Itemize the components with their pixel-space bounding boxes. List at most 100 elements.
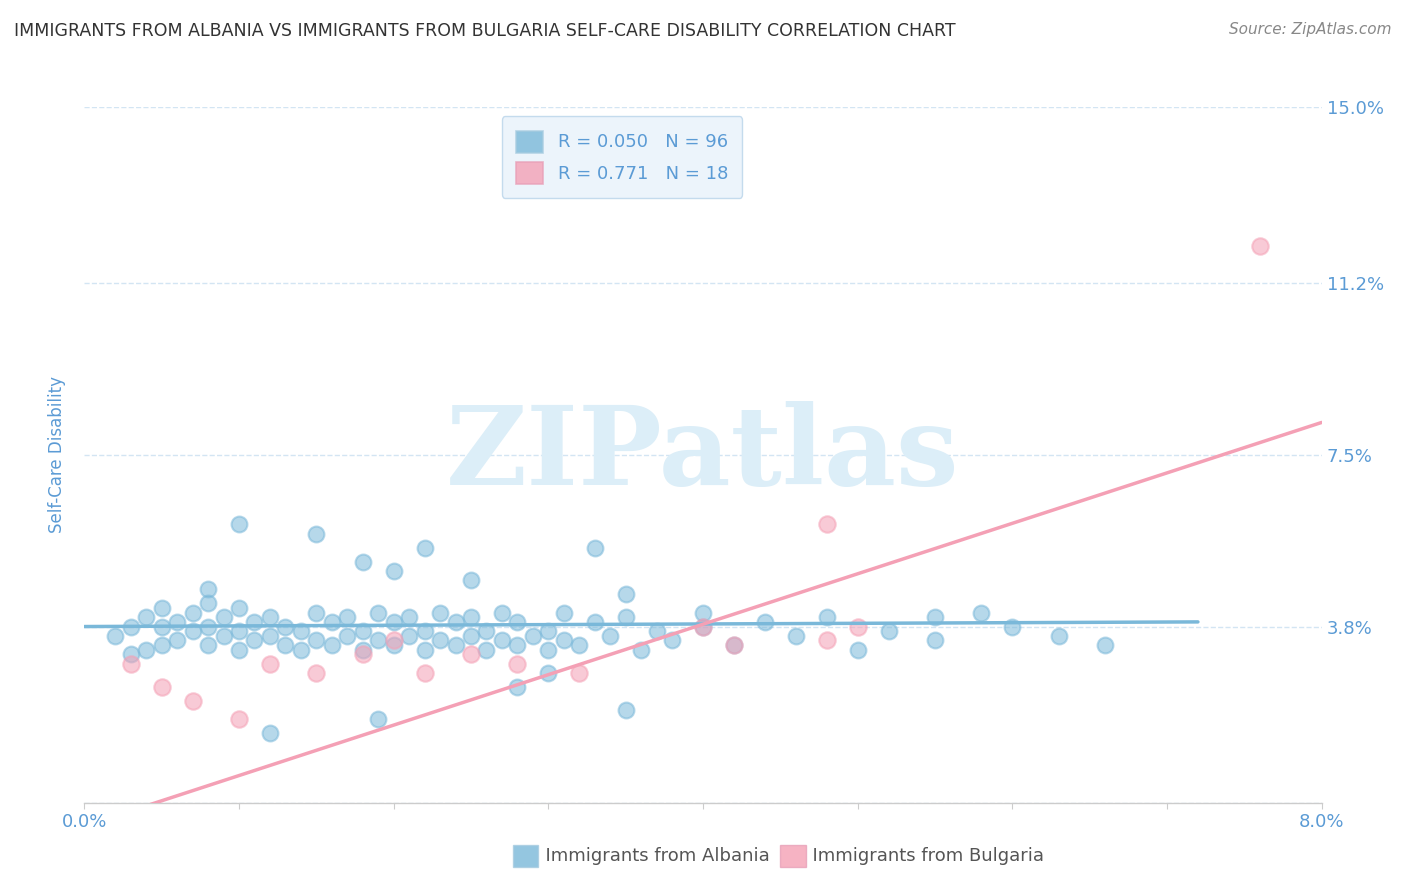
Point — [166, 633, 188, 648]
Point — [413, 624, 436, 639]
Point — [491, 606, 513, 620]
Point — [475, 642, 498, 657]
Point — [228, 517, 250, 532]
Point — [1001, 619, 1024, 633]
Point — [583, 615, 606, 629]
Point — [181, 694, 204, 708]
Text: Immigrants from Bulgaria: Immigrants from Bulgaria — [801, 847, 1045, 865]
Point — [475, 624, 498, 639]
Point — [197, 638, 219, 652]
Point — [150, 680, 173, 694]
Point — [150, 638, 173, 652]
Point — [197, 596, 219, 610]
Point — [135, 610, 157, 624]
Point — [815, 610, 838, 624]
Point — [259, 657, 281, 671]
Point — [305, 665, 328, 680]
Point — [553, 633, 575, 648]
Point — [614, 703, 637, 717]
FancyBboxPatch shape — [780, 845, 806, 867]
Point — [568, 638, 591, 652]
Point — [924, 610, 946, 624]
Point — [305, 526, 328, 541]
Point — [970, 606, 993, 620]
Point — [537, 642, 560, 657]
Legend: R = 0.050   N = 96, R = 0.771   N = 18: R = 0.050 N = 96, R = 0.771 N = 18 — [502, 116, 742, 198]
Point — [1249, 239, 1271, 253]
Point — [120, 657, 142, 671]
Point — [290, 642, 312, 657]
Point — [522, 629, 544, 643]
Point — [336, 629, 359, 643]
Point — [754, 615, 776, 629]
Point — [444, 638, 467, 652]
Point — [692, 619, 714, 633]
Point — [506, 638, 529, 652]
Text: Source: ZipAtlas.com: Source: ZipAtlas.com — [1229, 22, 1392, 37]
Point — [352, 555, 374, 569]
Point — [491, 633, 513, 648]
Point — [429, 633, 451, 648]
Point — [444, 615, 467, 629]
Point — [150, 601, 173, 615]
Point — [413, 642, 436, 657]
Point — [460, 629, 482, 643]
Text: ZIPatlas: ZIPatlas — [446, 401, 960, 508]
Point — [630, 642, 652, 657]
Point — [398, 629, 420, 643]
Point — [692, 606, 714, 620]
Point — [460, 648, 482, 662]
Point — [614, 610, 637, 624]
Point — [305, 633, 328, 648]
Point — [120, 648, 142, 662]
Point — [583, 541, 606, 555]
Point — [228, 601, 250, 615]
Point — [321, 638, 343, 652]
Point — [506, 680, 529, 694]
Point — [815, 517, 838, 532]
Point — [104, 629, 127, 643]
Point — [846, 619, 869, 633]
Point — [506, 615, 529, 629]
Point — [352, 642, 374, 657]
Point — [352, 648, 374, 662]
Point — [120, 619, 142, 633]
Point — [228, 642, 250, 657]
Point — [259, 610, 281, 624]
Point — [723, 638, 745, 652]
Point — [382, 638, 405, 652]
FancyBboxPatch shape — [513, 845, 538, 867]
Point — [382, 564, 405, 578]
Point — [274, 638, 297, 652]
Point — [645, 624, 668, 639]
Point — [367, 712, 389, 726]
Point — [553, 606, 575, 620]
Point — [537, 624, 560, 639]
Point — [924, 633, 946, 648]
Text: Immigrants from Albania: Immigrants from Albania — [534, 847, 770, 865]
Point — [460, 573, 482, 587]
Point — [429, 606, 451, 620]
Point — [568, 665, 591, 680]
Point — [228, 624, 250, 639]
Point — [290, 624, 312, 639]
Point — [815, 633, 838, 648]
Point — [212, 629, 235, 643]
Point — [166, 615, 188, 629]
Point — [197, 582, 219, 597]
Point — [367, 606, 389, 620]
Point — [321, 615, 343, 629]
Point — [785, 629, 807, 643]
Point — [197, 619, 219, 633]
Point — [382, 615, 405, 629]
Point — [846, 642, 869, 657]
Y-axis label: Self-Care Disability: Self-Care Disability — [48, 376, 66, 533]
Point — [537, 665, 560, 680]
Point — [243, 615, 266, 629]
Point — [692, 619, 714, 633]
Point — [506, 657, 529, 671]
Point — [1047, 629, 1070, 643]
Point — [413, 541, 436, 555]
Point — [259, 726, 281, 740]
Point — [228, 712, 250, 726]
